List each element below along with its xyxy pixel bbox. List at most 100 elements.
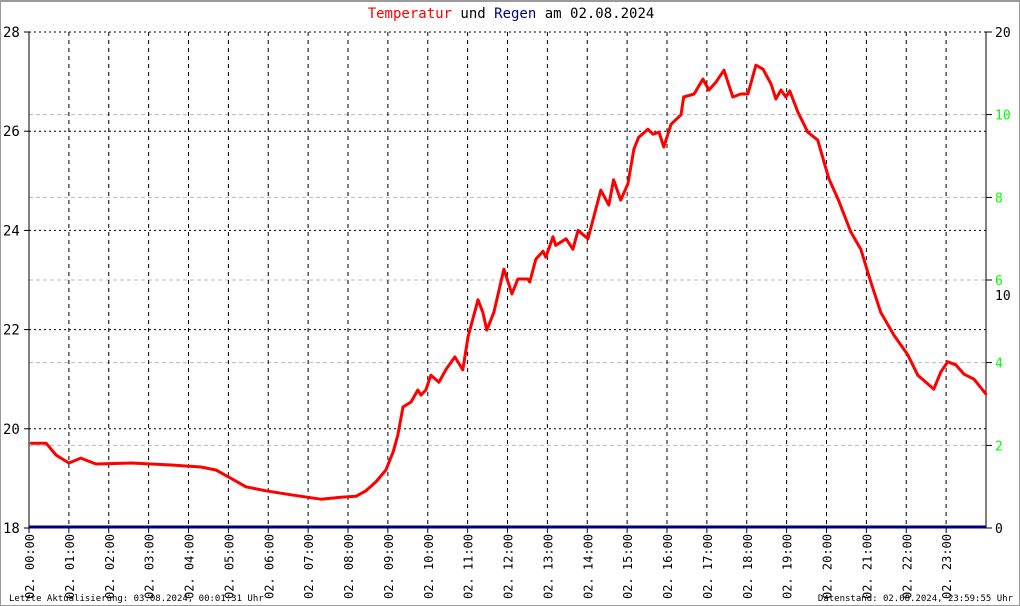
y-tick-label: 28 — [3, 25, 20, 41]
temperature-point — [54, 453, 58, 457]
y2-tick-label: 0 — [995, 522, 1003, 537]
temperature-point — [984, 392, 988, 396]
temperature-point — [619, 198, 623, 202]
temperature-point — [354, 494, 358, 498]
temperature-point — [722, 68, 726, 72]
y-tick-label: 24 — [3, 223, 20, 239]
temperature-point — [679, 113, 683, 117]
chart-title: Temperatur und Regen am 02.08.2024 — [1, 6, 1019, 22]
y-tick-label: 26 — [3, 124, 20, 140]
temperature-point — [784, 95, 788, 99]
temperature-point — [476, 298, 480, 302]
x-tick-label: 02. 23:00 — [940, 534, 954, 599]
title-rain: Regen — [494, 6, 537, 22]
footer-last-update: Letzte Aktualisierung: 03.08.2024, 00:01… — [9, 594, 264, 604]
temperature-point — [510, 292, 514, 296]
temperature-point — [806, 130, 810, 134]
temperature-point — [731, 95, 735, 99]
x-tick-label: 02. 02:00 — [103, 534, 117, 599]
temperature-point — [906, 353, 910, 357]
x-tick-label: 02. 20:00 — [821, 534, 835, 599]
x-tick-label: 02. 19:00 — [781, 534, 795, 599]
temperature-point — [859, 247, 863, 251]
temperature-point — [199, 465, 203, 469]
temperature-point — [319, 497, 323, 501]
temperature-point — [626, 182, 630, 186]
temperature-point — [396, 433, 400, 437]
y2-tick-label: 2 — [995, 439, 1003, 454]
x-tick-label: 02. 05:00 — [222, 534, 236, 599]
x-tick-label: 02. 03:00 — [143, 534, 157, 599]
x-tick-label: 02. 10:00 — [422, 534, 436, 599]
temperature-point — [551, 235, 555, 239]
temperature-point — [591, 219, 595, 222]
y-tick-label: 18 — [3, 521, 20, 537]
temperature-point — [637, 135, 640, 139]
x-tick-label: 02. 22:00 — [900, 534, 914, 599]
temperature-point — [492, 310, 496, 314]
temperature-point — [29, 441, 33, 445]
temperature-point — [682, 95, 686, 99]
temperature-point — [289, 493, 293, 497]
temperature-point — [481, 310, 485, 314]
temperature-point — [424, 388, 428, 392]
temperature-point — [607, 203, 611, 207]
temperature-point — [79, 456, 83, 460]
temperature-point — [129, 461, 133, 465]
temperature-point — [939, 370, 943, 374]
footer-data-timestamp: Datenstand: 02.08.2024, 23:59:55 Uhr — [817, 594, 1013, 604]
x-tick-label: 02. 14:00 — [581, 534, 595, 599]
temperature-point — [796, 110, 800, 114]
temperature-point — [564, 237, 568, 241]
title-date: am 02.08.2024 — [536, 6, 655, 22]
temperature-point — [879, 310, 883, 314]
temperature-point — [761, 67, 765, 71]
temperature-point — [339, 495, 343, 499]
temperature-point — [401, 405, 405, 409]
temperature-point — [485, 328, 489, 332]
temperature-point — [544, 255, 548, 259]
temperature-point — [701, 77, 705, 81]
x-tick-label: 02. 12:00 — [502, 534, 516, 599]
temperature-point — [429, 373, 433, 377]
temperature-point — [453, 355, 457, 359]
x-tick-label: 02. 16:00 — [661, 534, 675, 599]
x-tick-label: 02. 08:00 — [342, 534, 356, 599]
temperature-point — [67, 461, 71, 465]
x-tick-label: 02. 11:00 — [462, 534, 476, 599]
temperature-point — [662, 145, 666, 149]
x-tick-label: 02. 00:00 — [23, 534, 37, 599]
temperature-point — [599, 188, 603, 192]
temperature-point — [746, 92, 750, 96]
temperature-point — [892, 333, 896, 337]
temperature-point — [229, 477, 233, 480]
temperature-point — [419, 393, 423, 397]
y2-tick-label: 20 — [995, 26, 1011, 41]
temperature-point — [754, 63, 758, 67]
temperature-point — [707, 88, 711, 92]
temperature-point — [586, 237, 590, 241]
temperature-point — [94, 462, 98, 466]
temperature-point — [946, 360, 950, 364]
x-tick-label: 02. 04:00 — [183, 534, 197, 599]
temperature-point — [972, 377, 976, 381]
x-tick-label: 02. 06:00 — [262, 534, 276, 599]
temperature-point — [244, 485, 248, 489]
temperature-point — [374, 480, 378, 484]
temperature-point — [534, 257, 538, 261]
temperature-point — [502, 267, 506, 271]
temperature-point — [769, 82, 773, 86]
temperature-point — [692, 92, 696, 96]
temperature-point — [612, 178, 615, 182]
temperature-point — [962, 372, 966, 376]
x-tick-label: 02. 07:00 — [302, 534, 316, 599]
temperature-point — [646, 127, 650, 131]
x-tick-label: 02. 21:00 — [860, 534, 874, 599]
temperature-point — [932, 387, 936, 391]
temperature-point — [816, 138, 820, 142]
temperature-point — [554, 243, 558, 247]
temperature-point — [916, 373, 920, 377]
y2-tick-label: 8 — [995, 191, 1003, 206]
